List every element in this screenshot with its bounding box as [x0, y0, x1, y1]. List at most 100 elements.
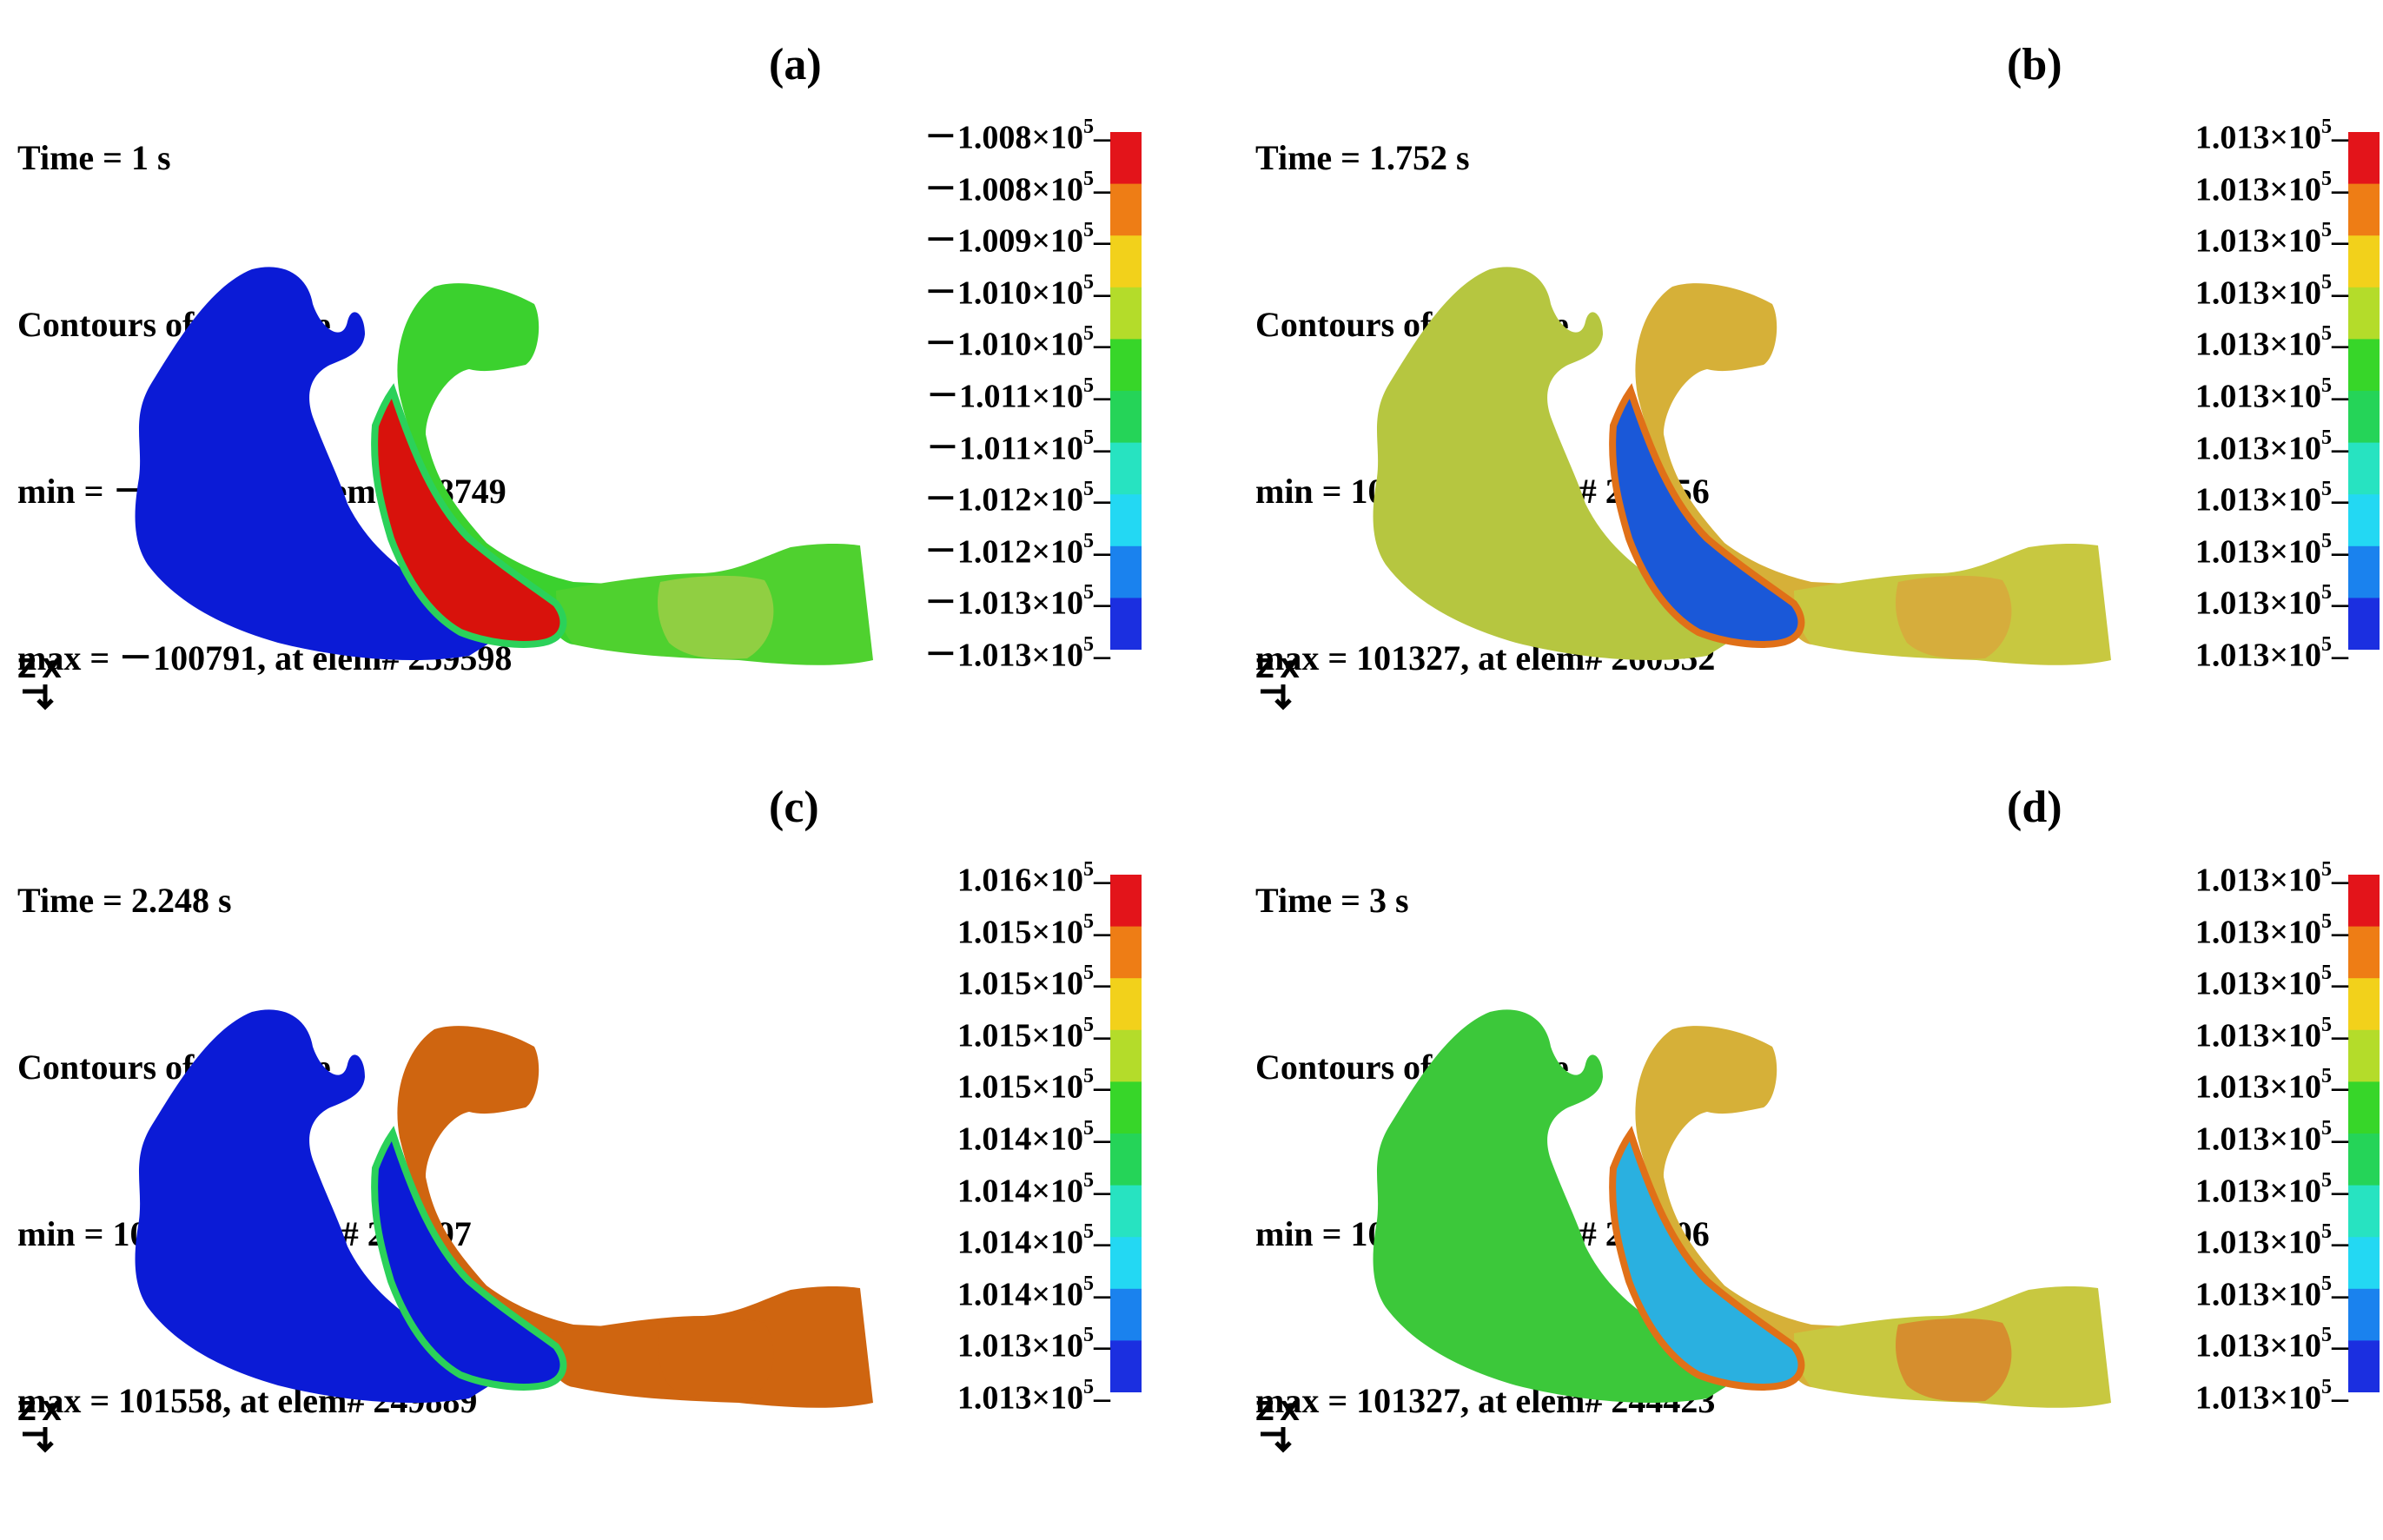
panel-label: (d): [2007, 783, 2062, 832]
colorbar: [2348, 132, 2380, 650]
colorbar-ticks: 1.016×105– 1.015×105– 1.015×105– 1.015×105–…: [869, 856, 1110, 1416]
colorbar-segment: [2348, 339, 2380, 392]
colorbar-tick-label: 1.013×105–: [2194, 1168, 2348, 1210]
colorbar-tick-label: －1.012×105–: [923, 478, 1110, 519]
svg-text:Z: Z: [1255, 654, 1274, 684]
channel-region: [371, 1126, 567, 1391]
colorbar-segment: [2348, 1029, 2380, 1082]
svg-text:Z: Z: [17, 654, 36, 684]
colorbar-tick-label: 1.013×105–: [2194, 167, 2348, 208]
outlet-patch-region: [658, 1318, 774, 1402]
colorbar-segment: [2348, 926, 2380, 979]
svg-text:Z: Z: [1255, 1397, 1274, 1427]
outlet-patch-region: [658, 575, 774, 659]
panel-b: Time = 1.752 s Contours of Pressure min …: [1238, 0, 2383, 732]
colorbar-tick-label: －1.013×105–: [923, 581, 1110, 623]
upper-flap-region: [397, 283, 608, 644]
pressure-contour-shape: [135, 1009, 873, 1408]
colorbar-tick-label: 1.014×105–: [957, 1272, 1110, 1313]
colorbar-segment: [1110, 391, 1142, 444]
time-label: Time = 3 s: [1255, 881, 1409, 920]
colorbar-tick-label: 1.013×105–: [2194, 909, 2348, 951]
upper-flap-region: [397, 1026, 608, 1387]
colorbar-segment: [1110, 1081, 1142, 1134]
colorbar-ticks: －1.008×105– －1.008×105– －1.009×105– －1.010×…: [869, 113, 1110, 673]
channel-region: [371, 383, 567, 648]
colorbar-segment: [2348, 875, 2380, 928]
colorbar-segment: [1110, 598, 1142, 650]
colorbar-segment: [2348, 183, 2380, 236]
upper-flap-region: [1635, 1026, 1846, 1387]
colorbar-tick-label: 1.013×105–: [2194, 322, 2348, 364]
colorbar-segment: [1110, 1029, 1142, 1082]
colorbar-tick-label: 1.013×105–: [2194, 478, 2348, 519]
outlet-patch-region: [1896, 1318, 2012, 1402]
time-label: Time = 1.752 s: [1255, 138, 1470, 177]
colorbar-segment: [1110, 545, 1142, 598]
time-label: Time = 1 s: [17, 138, 171, 177]
colorbar-tick-label: 1.014×105–: [957, 1117, 1110, 1158]
colorbar-tick-label: －1.009×105–: [923, 219, 1110, 260]
colorbar-tick-label: 1.014×105–: [957, 1168, 1110, 1210]
left-chamber-region: [1373, 1009, 1742, 1403]
colorbar-segment: [2348, 442, 2380, 495]
panel-label: (c): [769, 783, 819, 832]
colorbar-segment: [1110, 287, 1142, 340]
colorbar-tick-label: 1.013×105–: [2194, 116, 2348, 156]
colorbar-tick-label: 1.013×105–: [2194, 1324, 2348, 1365]
colorbar-segment: [2348, 1237, 2380, 1290]
upper-flap-region: [1635, 283, 1846, 644]
colorbar-tick-label: 1.013×105–: [2194, 1117, 2348, 1158]
colorbar-tick-label: 1.013×105–: [957, 1376, 1110, 1417]
colorbar-segment: [1110, 1288, 1142, 1341]
svg-text:Z: Z: [17, 1397, 36, 1427]
panel-d: Time = 3 s Contours of Pressure min = 10…: [1238, 743, 2383, 1475]
panel-a: Time = 1 s Contours of Pressure min = －1…: [0, 0, 1191, 732]
colorbar-ticks: 1.013×105– 1.013×105– 1.013×105– 1.013×105–…: [2107, 856, 2348, 1416]
colorbar-segment: [1110, 875, 1142, 928]
channel-region: [1609, 383, 1805, 648]
channel-region: [1609, 1126, 1805, 1391]
colorbar-segment: [2348, 545, 2380, 598]
colorbar-segment: [1110, 926, 1142, 979]
colorbar-segment: [1110, 1340, 1142, 1392]
colorbar-segment: [1110, 1134, 1142, 1186]
colorbar-segment: [2348, 391, 2380, 444]
colorbar-tick-label: －1.008×105–: [923, 116, 1110, 156]
colorbar-tick-label: 1.013×105–: [2194, 1376, 2348, 1417]
colorbar-tick-label: －1.008×105–: [923, 167, 1110, 208]
colorbar-tick-label: 1.015×105–: [957, 1013, 1110, 1054]
colorbar-segment: [2348, 235, 2380, 288]
colorbar: [1110, 132, 1142, 650]
colorbar-tick-label: 1.013×105–: [2194, 426, 2348, 467]
colorbar-segment: [1110, 1237, 1142, 1290]
colorbar-tick-label: 1.015×105–: [957, 962, 1110, 1002]
panel-label: (b): [2007, 40, 2062, 89]
colorbar-tick-label: 1.013×105–: [2194, 962, 2348, 1002]
colorbar-tick-label: 1.013×105–: [2194, 529, 2348, 571]
left-chamber-region: [135, 1009, 504, 1403]
colorbar-tick-label: －1.013×105–: [923, 633, 1110, 674]
colorbar-tick-label: 1.015×105–: [957, 909, 1110, 951]
colorbar-tick-label: 1.013×105–: [957, 1324, 1110, 1365]
colorbar-segment: [2348, 287, 2380, 340]
colorbar-segment: [2348, 978, 2380, 1031]
colorbar-segment: [1110, 235, 1142, 288]
pressure-contour-shape: [1373, 1009, 2111, 1408]
colorbar-segment: [1110, 494, 1142, 547]
colorbar-segment: [2348, 1288, 2380, 1341]
svg-text:X: X: [1280, 1397, 1300, 1427]
colorbar: [2348, 875, 2380, 1392]
colorbar-segment: [2348, 1340, 2380, 1392]
colorbar-tick-label: 1.013×105–: [2194, 374, 2348, 415]
colorbar-tick-label: －1.011×105–: [925, 374, 1110, 415]
left-chamber-region: [1373, 267, 1742, 660]
colorbar: [1110, 875, 1142, 1392]
colorbar-ticks: 1.013×105– 1.013×105– 1.013×105– 1.013×105–…: [2107, 113, 2348, 673]
colorbar-segment: [2348, 1081, 2380, 1134]
panel-c: Time = 2.248 s Contours of Pressure min …: [0, 743, 1191, 1475]
colorbar-segment: [2348, 132, 2380, 185]
